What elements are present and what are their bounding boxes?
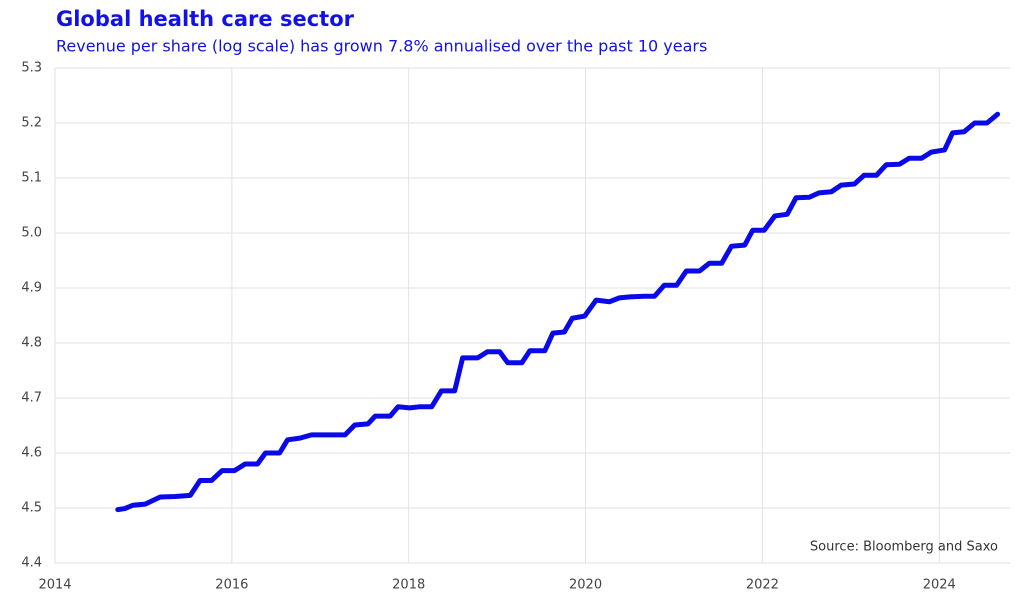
y-tick-label: 5.1 bbox=[21, 171, 42, 186]
source-note: Source: Bloomberg and Saxo bbox=[810, 540, 998, 555]
x-tick-label: 2020 bbox=[569, 578, 602, 593]
y-tick-label: 5.0 bbox=[21, 226, 42, 241]
data-line bbox=[115, 111, 1001, 513]
y-tick-label: 5.2 bbox=[21, 116, 42, 131]
y-tick-label: 4.9 bbox=[21, 281, 42, 296]
y-tick-label: 4.8 bbox=[21, 336, 42, 351]
y-tick-label: 4.5 bbox=[21, 501, 42, 516]
x-tick-label: 2022 bbox=[746, 578, 779, 593]
y-tick-label: 4.4 bbox=[21, 556, 42, 571]
chart-title: Global health care sector bbox=[56, 7, 355, 31]
x-tick-label: 2014 bbox=[38, 578, 71, 593]
y-tick-label: 4.6 bbox=[21, 446, 42, 461]
y-tick-label: 4.7 bbox=[21, 391, 42, 406]
x-tick-label: 2024 bbox=[923, 578, 956, 593]
x-tick-label: 2018 bbox=[392, 578, 425, 593]
x-tick-label: 2016 bbox=[215, 578, 248, 593]
y-tick-label: 5.3 bbox=[21, 61, 42, 76]
chart-subtitle: Revenue per share (log scale) has grown … bbox=[56, 37, 707, 56]
